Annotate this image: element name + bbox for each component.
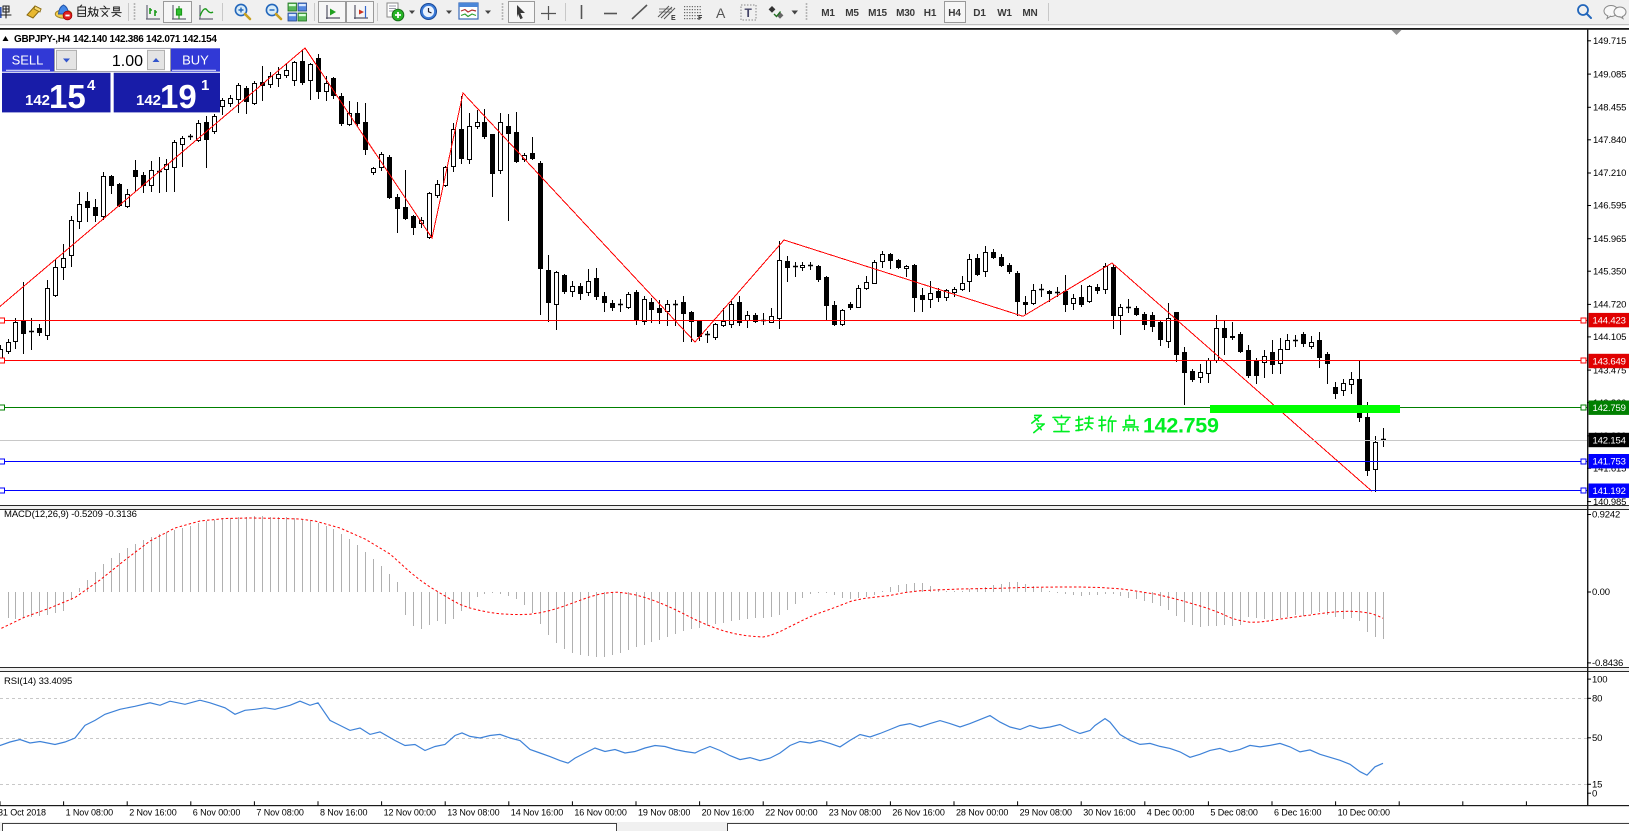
svg-text:143.649: 143.649	[1593, 356, 1626, 367]
svg-text:149.085: 149.085	[1593, 69, 1626, 80]
svg-text:A: A	[716, 5, 726, 21]
svg-text:142.759: 142.759	[1143, 414, 1219, 438]
svg-text:7 Nov 08:00: 7 Nov 08:00	[256, 808, 304, 818]
svg-text:142.759: 142.759	[1593, 403, 1626, 414]
svg-text:141.615: 141.615	[1593, 464, 1626, 475]
svg-text:144.423: 144.423	[1593, 316, 1626, 327]
svg-text:8 Nov 16:00: 8 Nov 16:00	[320, 808, 368, 818]
svg-text:19: 19	[160, 78, 197, 115]
svg-text:26 Nov 16:00: 26 Nov 16:00	[892, 808, 944, 818]
svg-text:23 Nov 08:00: 23 Nov 08:00	[829, 808, 881, 818]
svg-text:16 Nov 00:00: 16 Nov 00:00	[574, 808, 626, 818]
svg-text:147.840: 147.840	[1593, 135, 1626, 146]
svg-text:D1: D1	[973, 8, 986, 19]
svg-text:4: 4	[87, 77, 96, 94]
svg-text:80: 80	[1592, 694, 1602, 705]
svg-text:142.154: 142.154	[1593, 435, 1626, 446]
svg-text:5 Dec 08:00: 5 Dec 08:00	[1210, 808, 1258, 818]
svg-text:W1: W1	[997, 8, 1012, 19]
svg-text:144.720: 144.720	[1593, 300, 1626, 311]
svg-text:143.475: 143.475	[1593, 365, 1626, 376]
svg-text:BUY: BUY	[182, 53, 209, 68]
svg-text:-0.8436: -0.8436	[1592, 658, 1623, 669]
svg-text:50: 50	[1592, 733, 1602, 744]
svg-text:M15: M15	[868, 8, 887, 19]
svg-text:31 Oct 2018: 31 Oct 2018	[0, 808, 46, 818]
svg-text:144.105: 144.105	[1593, 332, 1626, 343]
svg-text:13 Nov 08:00: 13 Nov 08:00	[447, 808, 499, 818]
svg-text:E: E	[671, 15, 676, 22]
svg-text:12 Nov 00:00: 12 Nov 00:00	[384, 808, 436, 818]
svg-text:28 Nov 00:00: 28 Nov 00:00	[956, 808, 1008, 818]
svg-text:2 Nov 16:00: 2 Nov 16:00	[129, 808, 177, 818]
svg-text:SELL: SELL	[12, 53, 44, 68]
svg-text:142.140 142.386 142.071 142.15: 142.140 142.386 142.071 142.154	[73, 34, 217, 45]
svg-text:145.350: 145.350	[1593, 266, 1626, 277]
svg-text:RSI(14) 33.4095: RSI(14) 33.4095	[4, 676, 72, 687]
svg-text:0: 0	[1592, 788, 1597, 799]
svg-text:141.192: 141.192	[1593, 486, 1626, 497]
svg-text:0.9242: 0.9242	[1592, 510, 1620, 521]
svg-text:19 Nov 08:00: 19 Nov 08:00	[638, 808, 690, 818]
svg-text:148.455: 148.455	[1593, 103, 1626, 114]
svg-text:14 Nov 16:00: 14 Nov 16:00	[511, 808, 563, 818]
svg-text:H4: H4	[948, 8, 961, 19]
svg-text:4 Dec 00:00: 4 Dec 00:00	[1147, 808, 1195, 818]
svg-text:1: 1	[201, 77, 209, 94]
svg-text:0.00: 0.00	[1592, 587, 1610, 598]
svg-text:F: F	[698, 15, 703, 22]
svg-text:1.00: 1.00	[112, 53, 143, 70]
svg-text:15: 15	[49, 78, 86, 115]
svg-text:15: 15	[1592, 780, 1602, 791]
svg-text:GBPJPY-,H4: GBPJPY-,H4	[14, 34, 71, 45]
svg-text:T: T	[745, 6, 753, 20]
svg-text:H1: H1	[924, 8, 937, 19]
svg-text:147.210: 147.210	[1593, 168, 1626, 179]
svg-text:140.985: 140.985	[1593, 497, 1626, 508]
svg-text:MACD(12,26,9) -0.5209 -0.3136: MACD(12,26,9) -0.5209 -0.3136	[4, 509, 137, 520]
svg-text:10 Dec 00:00: 10 Dec 00:00	[1338, 808, 1390, 818]
svg-text:MN: MN	[1022, 8, 1037, 19]
svg-text:141.753: 141.753	[1593, 457, 1626, 468]
svg-text:146.595: 146.595	[1593, 201, 1626, 212]
svg-text:6 Nov 00:00: 6 Nov 00:00	[193, 808, 241, 818]
svg-text:30 Nov 16:00: 30 Nov 16:00	[1083, 808, 1135, 818]
svg-text:20 Nov 16:00: 20 Nov 16:00	[702, 808, 754, 818]
svg-text:6 Dec 16:00: 6 Dec 16:00	[1274, 808, 1322, 818]
svg-text:M5: M5	[845, 8, 859, 19]
svg-text:100: 100	[1592, 674, 1607, 685]
svg-text:149.715: 149.715	[1593, 36, 1626, 47]
svg-text:142: 142	[25, 92, 50, 109]
svg-text:29 Nov 08:00: 29 Nov 08:00	[1020, 808, 1072, 818]
svg-text:1 Nov 08:00: 1 Nov 08:00	[66, 808, 114, 818]
svg-text:M30: M30	[896, 8, 915, 19]
svg-text:142: 142	[136, 92, 161, 109]
svg-text:M1: M1	[821, 8, 835, 19]
svg-text:145.965: 145.965	[1593, 234, 1626, 245]
svg-text:22 Nov 00:00: 22 Nov 00:00	[765, 808, 817, 818]
